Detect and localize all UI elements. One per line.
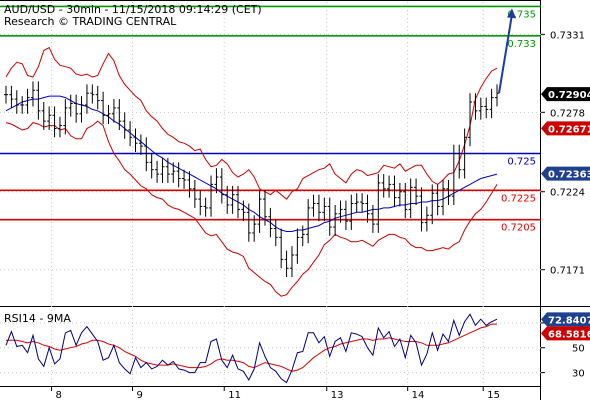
level-label-pivot: 0.725 [507,157,536,168]
badge-rsi-value [541,312,590,327]
research-credit: Research © TRADING CENTRAL [4,15,177,28]
rsi-y-tick-label: 50 [572,344,585,355]
y-tick-label: 0.7171 [550,266,585,277]
bollinger-upper-line [5,46,498,200]
bollinger-lower-line [5,120,498,297]
x-tick-label: 14 [412,390,425,400]
level-label-support2: 0.7205 [501,223,536,234]
forecast-arrow-line [498,14,513,94]
level-label-target-low: 0.733 [507,39,536,50]
rsi-layer [5,313,498,384]
badge-label-rsi-ma-value: 68.5816 [548,329,590,340]
badge-upper-band [541,121,590,136]
moving-average-line [5,95,498,232]
rsi-title: RSI14 - 9MA [4,312,71,325]
y-axis-layer: 0.7331 0.7278 0.7224 0.7171 0.72904 0.72671 0.… [541,30,590,380]
level-label-target-high: 0.735 [507,9,536,20]
rsi-y-tick-label: 30 [572,369,585,380]
x-tick-label: 11 [228,390,241,400]
x-axis-layer: 8 9 11 13 14 15 [51,386,500,401]
badge-rsi-ma-value [541,326,590,341]
x-tick-label: 9 [136,390,142,400]
badge-label-moving-average: 0.72363 [548,170,590,181]
badge-label-upper-band: 0.72671 [548,124,590,135]
series-layer [4,8,516,297]
badge-label-last-price: 0.72904 [548,90,590,101]
level-label-support1: 0.7225 [501,193,536,204]
y-tick-label: 0.7224 [550,188,585,199]
x-tick-label: 15 [487,390,500,400]
x-tick-label: 13 [331,390,344,400]
rsi-line [5,313,498,384]
forecast-arrowhead [507,8,516,19]
y-tick-label: 0.7331 [550,30,585,41]
badge-label-rsi-value: 72.8407 [548,315,590,326]
badge-moving-average [541,166,590,181]
chart-title: AUD/USD - 30min - 11/15/2018 09:14:29 (C… [4,3,262,16]
x-tick-label: 8 [56,390,62,400]
y-tick-label: 0.7278 [550,108,585,119]
badge-last-price [541,87,590,102]
